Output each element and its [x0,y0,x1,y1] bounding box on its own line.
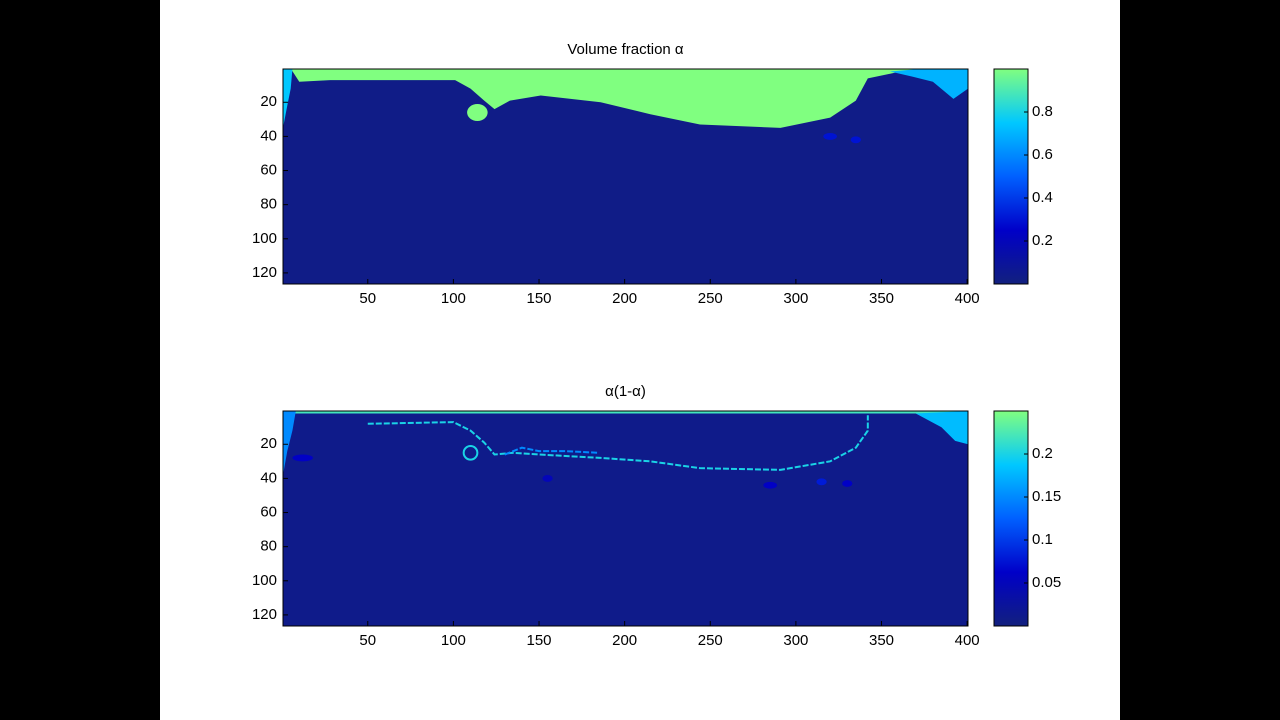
x-tick-label: 350 [869,632,894,649]
chart-title: Volume fraction α [567,41,684,58]
y-tick-label: 100 [252,572,277,589]
x-tick-label: 250 [698,290,723,307]
colorbar-tick-label: 0.05 [1032,574,1061,591]
interface-line [367,415,869,471]
colorbar [993,68,1029,285]
heatmap-region [890,69,968,99]
heatmap-region [763,481,778,489]
x-tick-label: 350 [869,290,894,307]
x-tick-label: 100 [441,290,466,307]
x-tick-label: 400 [955,290,980,307]
y-tick-label: 40 [260,469,277,486]
colorbar-tick-label: 0.15 [1032,488,1061,505]
x-tick-label: 150 [527,632,552,649]
y-tick-label: 40 [260,127,277,144]
heatmap-region [292,454,313,462]
image-layer [283,411,968,626]
y-tick-label: 20 [260,93,277,110]
x-tick-label: 200 [612,290,637,307]
chart-title: α(1-α) [605,383,646,400]
heatmap-region [542,474,553,482]
heatmap-region [283,411,296,475]
interface-line [504,446,600,456]
heatmap-region [283,69,968,128]
heatmap-region [850,136,861,144]
y-tick-label: 100 [252,230,277,247]
x-tick-label: 300 [783,290,808,307]
heatmap-region [467,103,488,122]
heatmap-background [283,411,968,626]
x-tick-label: 200 [612,632,637,649]
axes-box [282,410,969,627]
heatmap-region [823,132,837,140]
colorbar [993,410,1029,627]
heatmap-region [283,69,293,128]
x-tick-label: 50 [359,290,376,307]
colorbar-tick-label: 0.2 [1032,232,1053,249]
colorbar-tick-label: 0.4 [1032,189,1053,206]
x-tick-label: 50 [359,632,376,649]
y-tick-label: 120 [252,606,277,623]
y-tick-label: 120 [252,264,277,281]
x-tick-label: 300 [783,632,808,649]
y-tick-label: 20 [260,435,277,452]
y-tick-label: 60 [260,161,277,178]
x-tick-label: 250 [698,632,723,649]
heatmap-region [842,480,853,487]
x-tick-label: 400 [955,632,980,649]
y-tick-label: 80 [260,196,277,213]
x-tick-label: 100 [441,632,466,649]
image-layer [283,69,968,284]
y-tick-label: 60 [260,503,277,520]
heatmap-region [283,411,968,414]
colorbar-tick-label: 0.1 [1032,531,1053,548]
y-tick-label: 80 [260,538,277,555]
colorbar-tick-label: 0.2 [1032,445,1053,462]
heatmap-region [816,478,827,486]
colorbar-tick-label: 0.8 [1032,103,1053,120]
colorbar-tick-label: 0.6 [1032,146,1053,163]
heatmap-region [915,411,968,445]
interface-ring [462,444,479,461]
axes-box [282,68,969,285]
x-tick-label: 150 [527,290,552,307]
